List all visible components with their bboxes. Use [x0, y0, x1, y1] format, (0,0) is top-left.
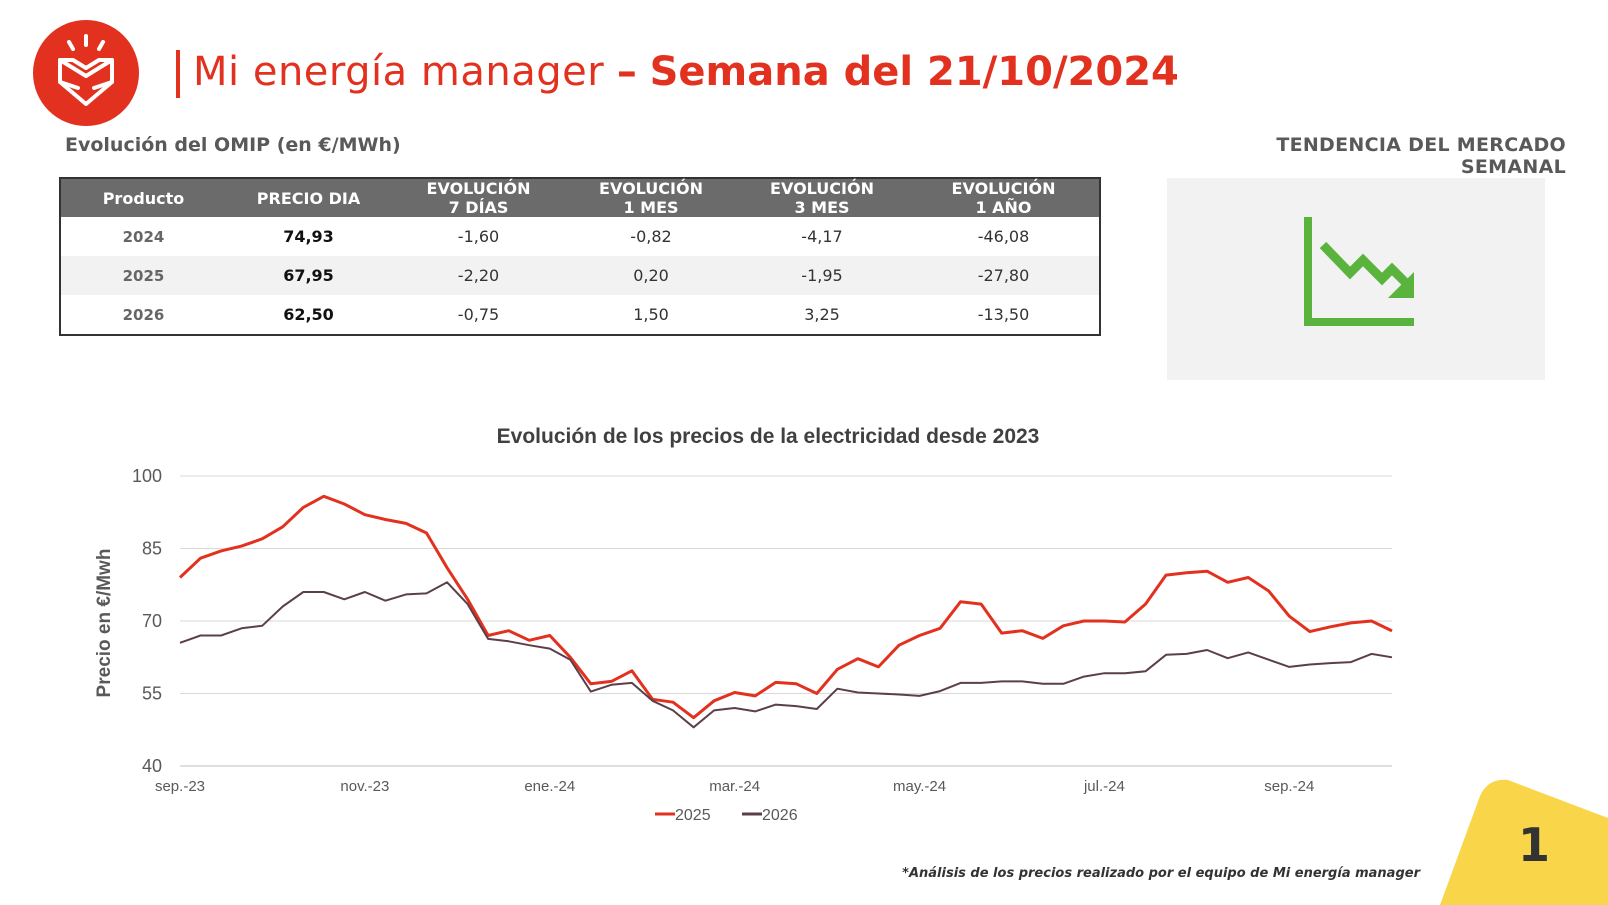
x-tick-label: ene.-24	[524, 778, 575, 795]
cell-producto: 2025	[60, 256, 226, 295]
cell-evol-3m: -1,95	[736, 256, 908, 295]
col-header-evolucion-7-dias: EVOLUCIÓN 7 DÍAS	[391, 178, 566, 217]
y-tick-label: 85	[142, 539, 162, 559]
x-tick-label: sep.-24	[1264, 778, 1314, 795]
legend-label-2025: 2025	[675, 807, 711, 824]
downtrend-chart-icon	[1304, 217, 1414, 326]
col-header-producto: Producto	[60, 178, 226, 217]
footnote: *Análisis de los precios realizado por e…	[902, 866, 1420, 881]
y-tick-label: 100	[132, 466, 162, 486]
table-row: 2026 62,50 -0,75 1,50 3,25 -13,50	[60, 295, 1100, 335]
y-tick-label: 70	[142, 611, 162, 631]
envelope-sun-icon	[58, 34, 114, 106]
omip-table-title: Evolución del OMIP (en €/MWh)	[65, 134, 401, 156]
series-line-2025	[178, 494, 1393, 720]
corner-decoration	[1440, 779, 1608, 905]
cell-evol-1m: 1,50	[633, 305, 669, 324]
brand-logo	[33, 20, 139, 126]
series-line-2026	[179, 581, 1393, 729]
trend-title: TENDENCIA DEL MERCADO SEMANAL	[1276, 134, 1566, 178]
cell-evol-3m: 3,25	[804, 305, 840, 324]
cell-evol-1y: -46,08	[977, 227, 1030, 246]
x-tick-label: may.-24	[893, 778, 946, 795]
table-header-row: Producto PRECIO DIA EVOLUCIÓN 7 DÍAS EVO…	[60, 178, 1100, 217]
cell-evol-1m: -0,82	[630, 227, 672, 246]
cell-precio: 67,95	[226, 256, 391, 295]
x-tick-label: mar.-24	[709, 778, 760, 795]
table-row: 2025 67,95 -2,20 0,20 -1,95 -27,80	[60, 256, 1100, 295]
x-tick-label: jul.-24	[1083, 778, 1125, 795]
page-title: Mi energía manager – Semana del 21/10/20…	[193, 44, 1179, 100]
legend-label-2026: 2026	[762, 807, 798, 824]
x-tick-label: nov.-23	[340, 778, 389, 795]
cell-evol-7d: -2,20	[391, 256, 566, 295]
cell-evol-1y: -27,80	[908, 256, 1100, 295]
trend-panel	[1167, 178, 1545, 380]
week-label: Semana del 21/10/2024	[649, 49, 1179, 95]
cell-evol-7d: -1,60	[457, 227, 500, 246]
col-header-evolucion-1-mes: EVOLUCIÓN 1 MES	[566, 178, 736, 217]
brand-name: Mi energía manager	[193, 49, 605, 95]
col-header-evolucion-3-mes: EVOLUCIÓN 3 MES	[736, 178, 908, 217]
price-evolution-chart: Evolución de los precios de la electrici…	[94, 425, 1393, 824]
omip-table: Producto PRECIO DIA EVOLUCIÓN 7 DÍAS EVO…	[59, 177, 1101, 336]
title-accent-bar	[176, 50, 180, 98]
cell-producto: 2024	[122, 227, 165, 246]
cell-evol-3m: -4,17	[801, 227, 843, 246]
chart-y-axis-label: Precio en €/Mwh	[94, 549, 115, 698]
y-tick-label: 55	[142, 684, 162, 704]
table-row: 2024 74,93 -1,60 -0,82 -4,17 -46,08	[60, 217, 1100, 256]
chart-title: Evolución de los precios de la electrici…	[497, 425, 1040, 448]
cell-evol-1y: -13,50	[977, 305, 1030, 324]
cell-producto: 2026	[122, 305, 165, 324]
title-dash: –	[616, 49, 637, 95]
y-tick-label: 40	[142, 756, 162, 776]
x-tick-label: sep.-23	[155, 778, 205, 795]
col-header-evolucion-1-ano: EVOLUCIÓN 1 AÑO	[908, 178, 1100, 217]
page-number: 1	[1518, 818, 1551, 872]
col-header-precio-dia: PRECIO DIA	[226, 178, 391, 217]
cell-evol-7d: -0,75	[457, 305, 500, 324]
cell-evol-1m: 0,20	[566, 256, 736, 295]
cell-precio: 74,93	[283, 227, 334, 246]
cell-precio: 62,50	[283, 305, 334, 324]
